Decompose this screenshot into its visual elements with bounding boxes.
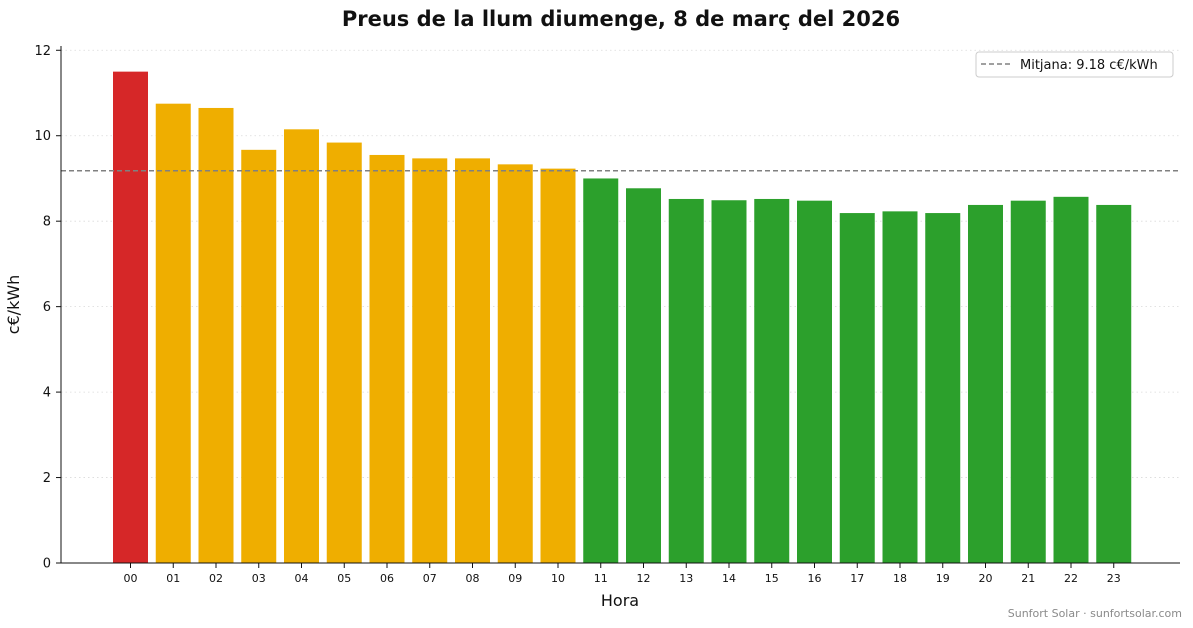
x-axis-label: Hora (601, 591, 639, 610)
y-tick-label: 12 (34, 44, 51, 59)
bar (198, 107, 234, 564)
x-tick-label: 18 (893, 572, 907, 585)
bar (1096, 204, 1132, 564)
y-tick-label: 4 (43, 386, 51, 401)
y-tick-label: 10 (34, 129, 51, 144)
bar (711, 200, 747, 563)
bar (497, 164, 533, 563)
legend: Mitjana: 9.18 c€/kWh (975, 51, 1174, 78)
x-tick-label: 14 (722, 572, 736, 585)
x-tick-label: 04 (295, 572, 309, 585)
bars (113, 71, 1132, 564)
x-tick-label: 17 (850, 572, 864, 585)
bar (540, 168, 576, 564)
bar (412, 158, 448, 563)
x-tick-label: 06 (380, 572, 394, 585)
bar (326, 142, 362, 563)
bar (583, 178, 619, 564)
bar (241, 149, 277, 563)
bar (925, 213, 961, 563)
y-ticks: 0 2 4 6 8 10 12 (34, 44, 61, 572)
x-tick-label: 11 (594, 572, 608, 585)
chart-title: Preus de la llum diumenge, 8 de març del… (342, 7, 900, 31)
bar (455, 158, 490, 563)
y-tick-label: 6 (43, 300, 51, 315)
x-tick-label: 10 (551, 572, 565, 585)
bar (797, 200, 832, 563)
x-tick-label: 19 (936, 572, 950, 585)
x-tick-label: 23 (1107, 572, 1121, 585)
x-tick-label: 02 (209, 572, 223, 585)
x-tick-label: 20 (979, 572, 993, 585)
x-tick-label: 15 (765, 572, 779, 585)
bar (839, 213, 875, 563)
x-tick-label: 05 (337, 572, 351, 585)
bar (369, 154, 405, 564)
x-tick-label: 01 (166, 572, 180, 585)
x-tick-label: 03 (252, 572, 266, 585)
bar (284, 129, 319, 563)
x-tick-label: 00 (124, 572, 138, 585)
x-tick-label: 08 (466, 572, 480, 585)
bar (968, 204, 1003, 564)
bar (1010, 200, 1046, 563)
x-tick-label: 12 (637, 572, 651, 585)
x-tick-label: 21 (1021, 572, 1035, 585)
x-tick-label: 22 (1064, 572, 1078, 585)
x-ticks: 00 01 02 03 04 05 06 07 08 09 10 11 12 13 14 15 16 17 18 19… (124, 563, 1121, 585)
bar (882, 211, 918, 563)
x-tick-label: 07 (423, 572, 437, 585)
y-tick-label: 2 (43, 471, 51, 486)
legend-box (975, 51, 1174, 78)
x-tick-label: 09 (508, 572, 522, 585)
bar (626, 188, 661, 564)
x-tick-label: 16 (808, 572, 822, 585)
bar (754, 198, 790, 564)
x-tick-label: 13 (679, 572, 693, 585)
bar (155, 103, 191, 563)
y-axis-label: c€/kWh (4, 275, 23, 335)
bar (668, 198, 704, 564)
y-tick-label: 0 (43, 557, 51, 572)
y-tick-label: 8 (43, 215, 51, 230)
bar (113, 71, 148, 564)
legend-label: Mitjana: 9.18 c€/kWh (1020, 58, 1158, 73)
bar (1053, 196, 1089, 563)
footer-credit: Sunfort Solar · sunfortsolar.com (1008, 607, 1182, 620)
